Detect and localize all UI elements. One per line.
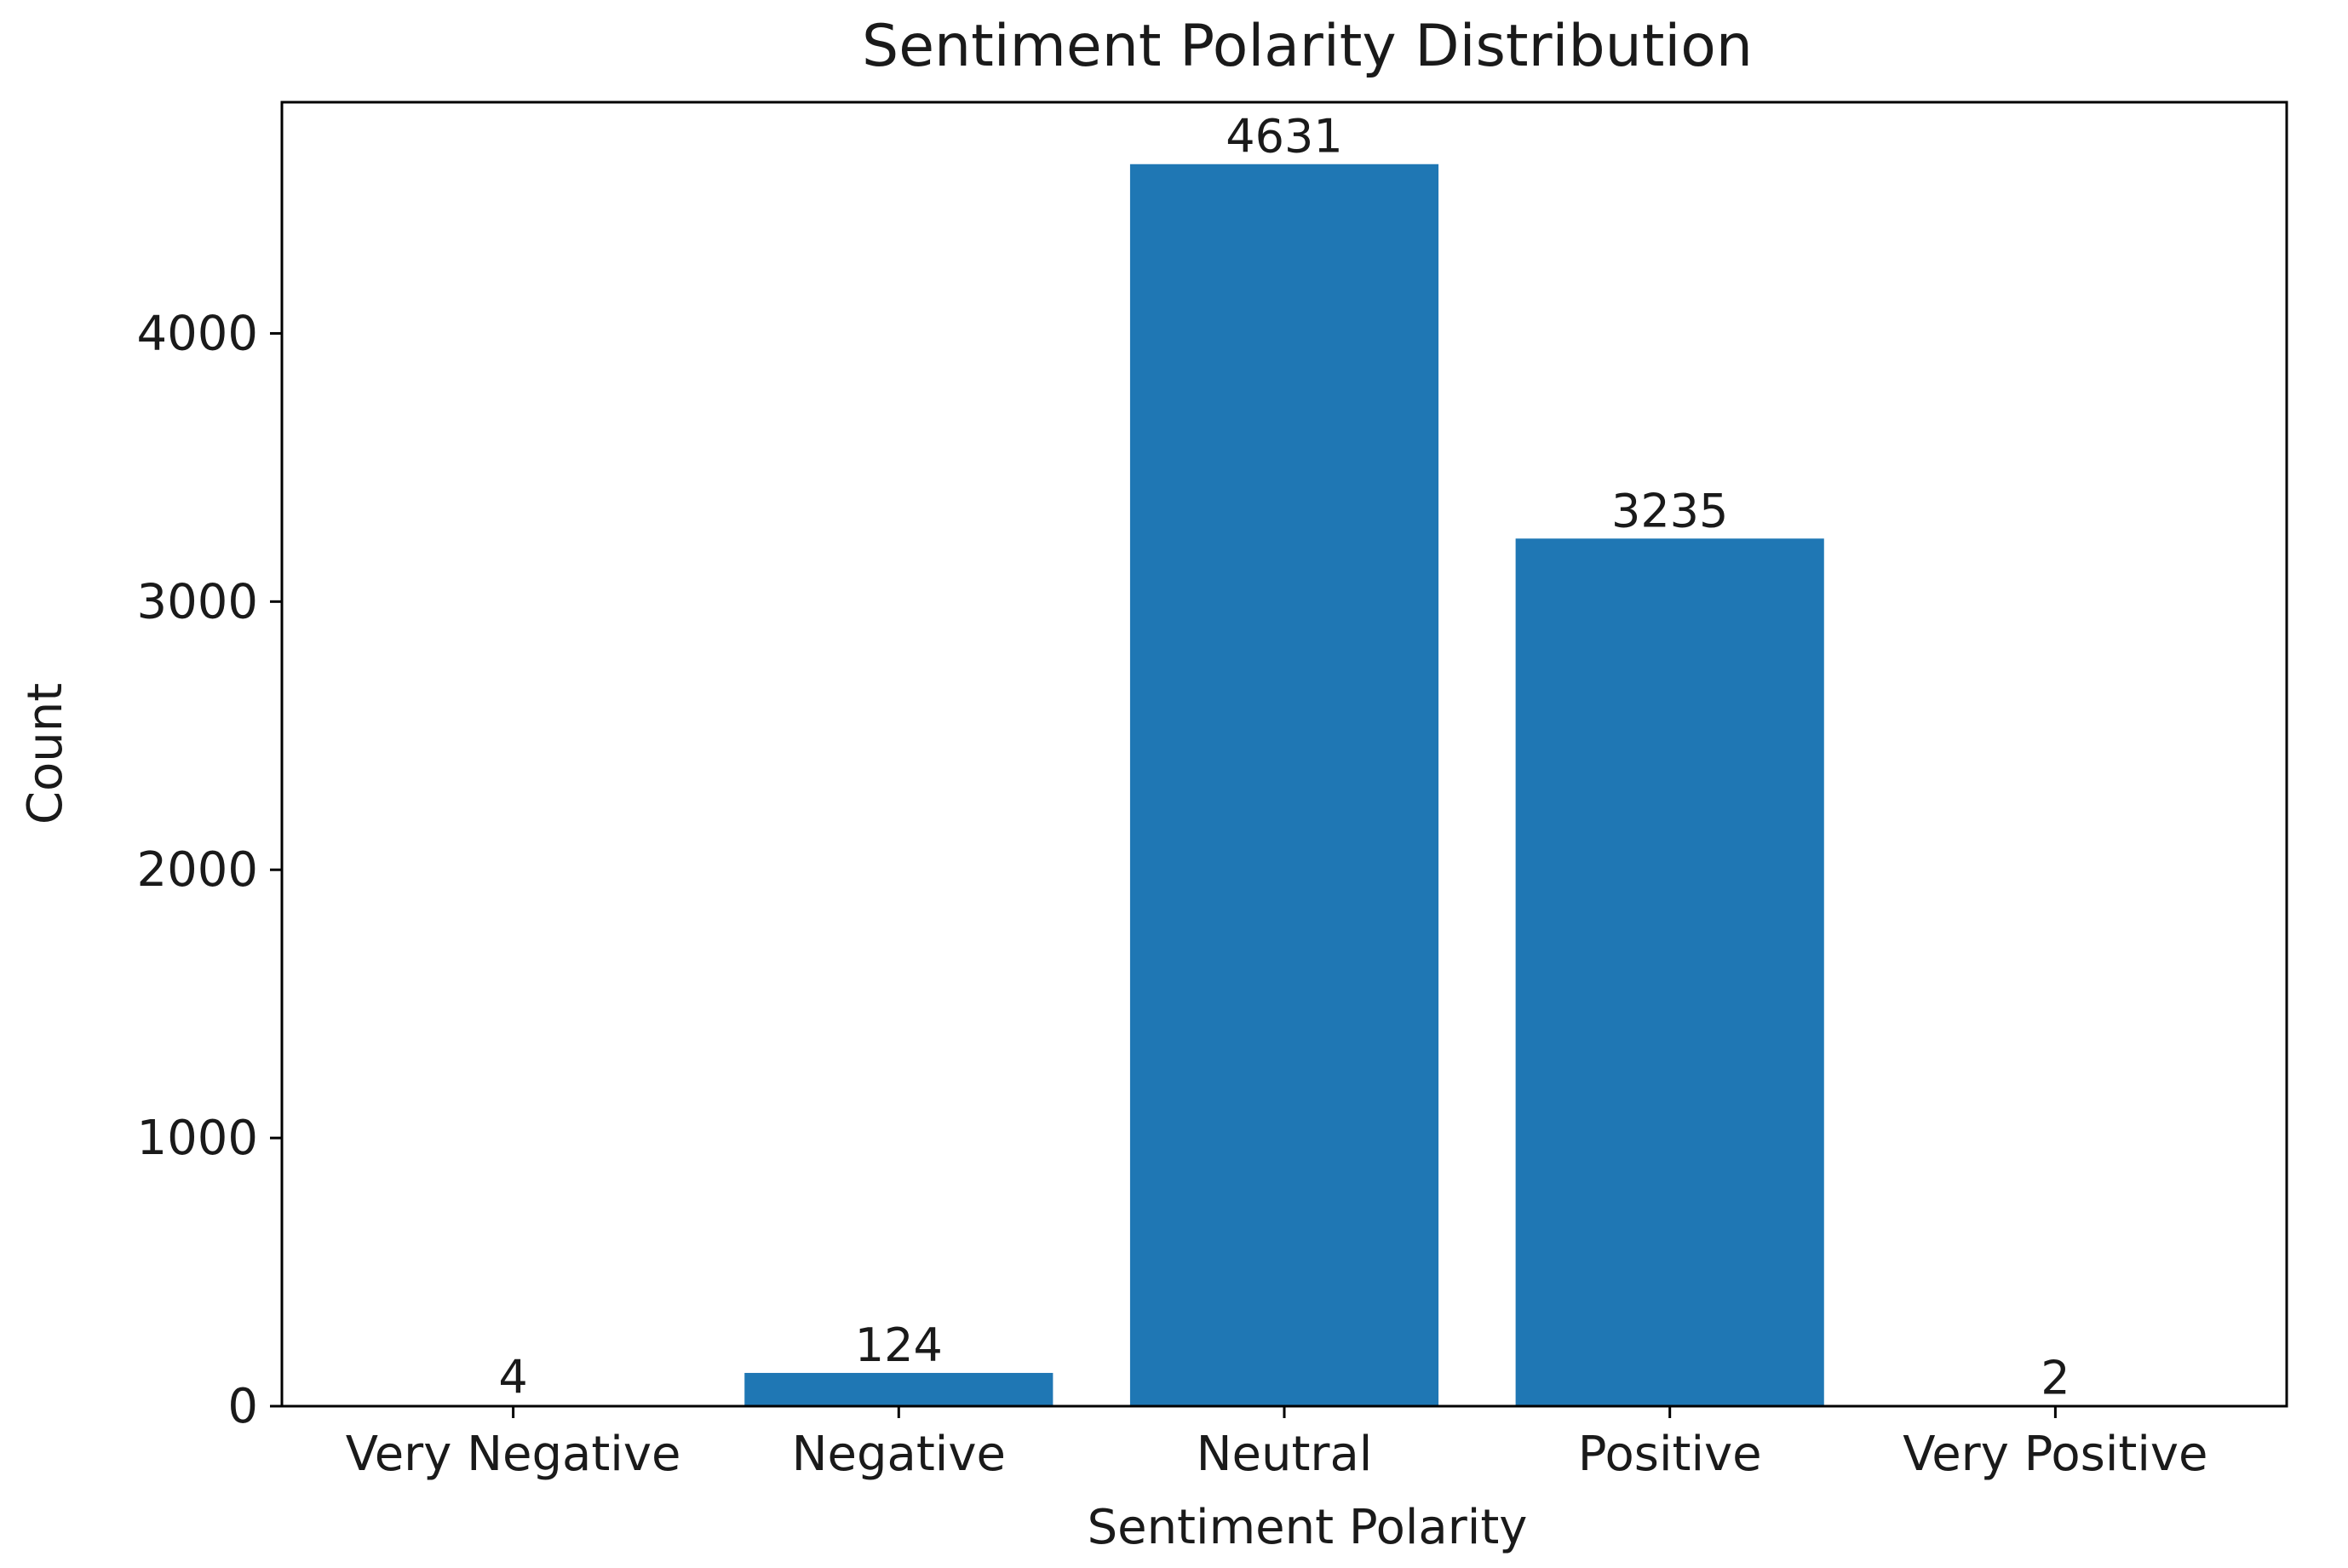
x-tick-label: Negative (792, 1427, 1006, 1482)
x-axis-label: Sentiment Polarity (1088, 1500, 1528, 1555)
plot-frame (280, 101, 2288, 1408)
y-axis: 0 1000 2000 3000 4000 (136, 306, 282, 1434)
y-tick-label: 4000 (136, 306, 258, 361)
chart-title: Sentiment Polarity Distribution (862, 13, 1753, 80)
bars-layer (359, 164, 2210, 1406)
x-axis: Very Negative Negative Neutral Positive Very… (346, 1406, 2208, 1482)
y-tick-label: 2000 (136, 842, 258, 898)
bar-negative (744, 1372, 1053, 1406)
y-axis-label: Count (18, 683, 73, 824)
x-tick-label: Positive (1578, 1427, 1762, 1482)
data-label: 3235 (1611, 484, 1728, 537)
data-labels-layer: 4 124 4631 3235 2 (498, 110, 2070, 1405)
data-label: 4 (498, 1351, 527, 1404)
y-tick-label: 0 (227, 1379, 258, 1434)
bar-neutral (1129, 164, 1439, 1406)
y-tick-label: 3000 (136, 574, 258, 629)
y-tick-label: 1000 (136, 1111, 258, 1166)
bar-positive (1515, 538, 1824, 1406)
data-label: 2 (2041, 1351, 2070, 1404)
x-tick-label: Very Positive (1903, 1427, 2207, 1482)
x-tick-label: Very Negative (346, 1427, 681, 1482)
data-label: 124 (855, 1318, 943, 1372)
x-tick-label: Neutral (1197, 1427, 1373, 1482)
data-label: 4631 (1226, 110, 1342, 164)
